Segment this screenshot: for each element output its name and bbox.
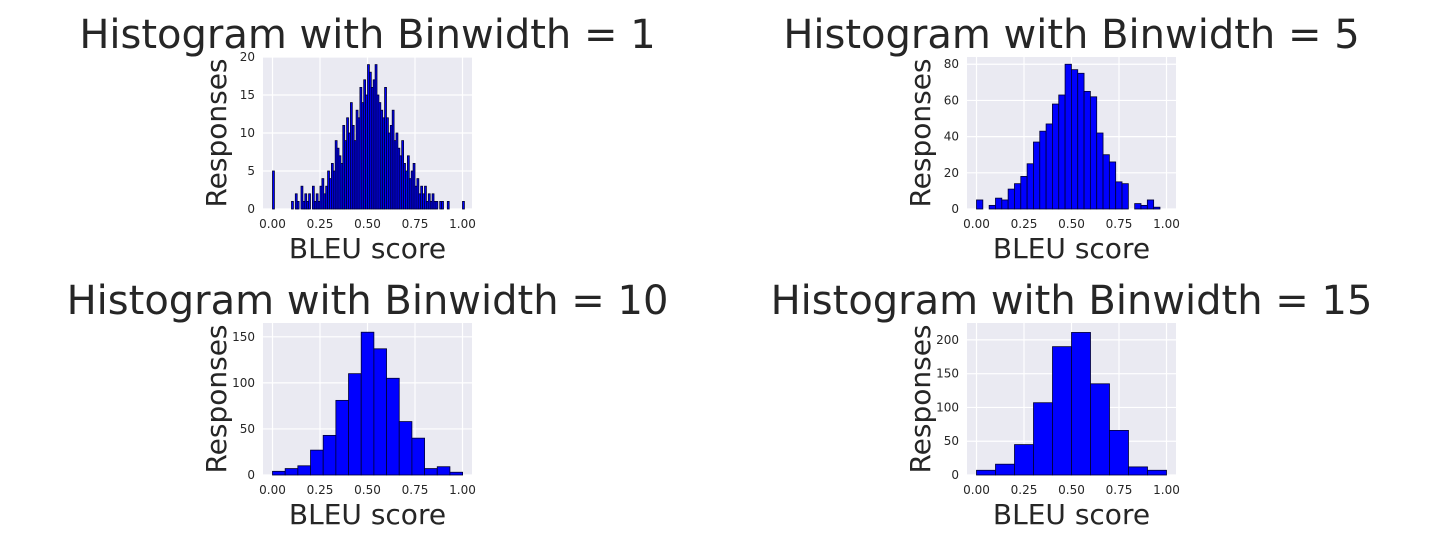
histogram-bar: [1128, 466, 1148, 476]
x-tick-label: 0.00: [963, 217, 990, 231]
histogram-bar: [1147, 469, 1167, 476]
histogram-bar: [1146, 199, 1155, 210]
y-tick-label: 40: [944, 130, 959, 144]
histogram-bar: [436, 466, 451, 476]
y-tick-label: 150: [936, 367, 959, 381]
histogram-bar: [995, 463, 1015, 476]
x-tick-label: 0.75: [1106, 217, 1133, 231]
x-tick-label: 1.00: [449, 483, 476, 497]
x-tick-label: 0.25: [1011, 217, 1038, 231]
y-tick-label: 0: [247, 202, 255, 216]
chart-title: Histogram with Binwidth = 15: [770, 278, 1373, 324]
x-axis-label: BLEU score: [288, 232, 447, 265]
y-tick-label: 20: [944, 166, 959, 180]
x-tick-label: 0.50: [354, 217, 381, 231]
y-tick-label: 50: [944, 434, 959, 448]
y-tick-label: 0: [951, 468, 959, 482]
x-tick-label: 1.00: [1153, 483, 1180, 497]
histogram-bar: [1071, 332, 1091, 476]
x-tick-label: 0.75: [1106, 483, 1133, 497]
histogram-bar: [1033, 402, 1053, 476]
x-tick-label: 0.25: [307, 217, 334, 231]
y-tick-label: 10: [240, 126, 255, 140]
y-tick-label: 50: [240, 422, 255, 436]
histogram-bar: [976, 469, 996, 476]
histogram-bar: [1090, 383, 1110, 476]
histogram-bar: [976, 199, 984, 210]
histogram-bar: [291, 200, 294, 210]
histogram-bar: [296, 200, 300, 210]
histogram-bar: [424, 185, 427, 210]
y-tick-label: 80: [944, 57, 959, 71]
y-tick-label: 0: [247, 468, 255, 482]
x-tick-label: 1.00: [1153, 217, 1180, 231]
histogram-bar: [449, 471, 463, 476]
y-tick-label: 150: [232, 330, 255, 344]
histogram-bar: [411, 437, 425, 476]
x-tick-label: 0.00: [259, 217, 286, 231]
x-tick-label: 1.00: [449, 217, 476, 231]
histogram-bar: [300, 185, 304, 210]
histogram-bar: [308, 193, 311, 210]
x-tick-label: 0.75: [402, 483, 429, 497]
x-tick-label: 0.00: [963, 483, 990, 497]
x-axis-label: BLEU score: [288, 498, 447, 531]
y-tick-label: 20: [240, 50, 255, 64]
x-tick-label: 0.50: [354, 483, 381, 497]
y-tick-label: 15: [240, 88, 255, 102]
y-tick-label: 60: [944, 93, 959, 107]
histogram-bar: [462, 200, 465, 210]
histogram-bar: [441, 200, 444, 210]
x-tick-label: 0.50: [1058, 217, 1085, 231]
x-tick-label: 0.25: [307, 483, 334, 497]
histogram-bar: [435, 200, 439, 210]
histogram-bar: [1052, 346, 1072, 476]
histogram-bar: [446, 200, 450, 210]
histogram-bar: [1014, 444, 1034, 476]
x-axis-label: BLEU score: [992, 498, 1151, 531]
y-tick-label: 100: [936, 400, 959, 414]
y-tick-label: 200: [936, 333, 959, 347]
x-tick-label: 0.25: [1011, 483, 1038, 497]
y-tick-label: 100: [232, 376, 255, 390]
x-tick-label: 0.50: [1058, 483, 1085, 497]
histogram-bar: [311, 185, 315, 210]
x-tick-label: 0.00: [259, 483, 286, 497]
chart-title: Histogram with Binwidth = 1: [79, 12, 656, 58]
x-tick-label: 0.75: [402, 217, 429, 231]
histogram-bar: [272, 170, 275, 210]
x-axis-label: BLEU score: [992, 232, 1151, 265]
y-tick-label: 5: [247, 164, 255, 178]
chart-title: Histogram with Binwidth = 10: [66, 278, 669, 324]
histogram-bar: [1121, 183, 1129, 210]
y-tick-label: 0: [951, 202, 959, 216]
histogram-bar: [1153, 206, 1161, 210]
chart-title: Histogram with Binwidth = 5: [783, 12, 1360, 58]
histogram-bar: [1109, 430, 1129, 476]
